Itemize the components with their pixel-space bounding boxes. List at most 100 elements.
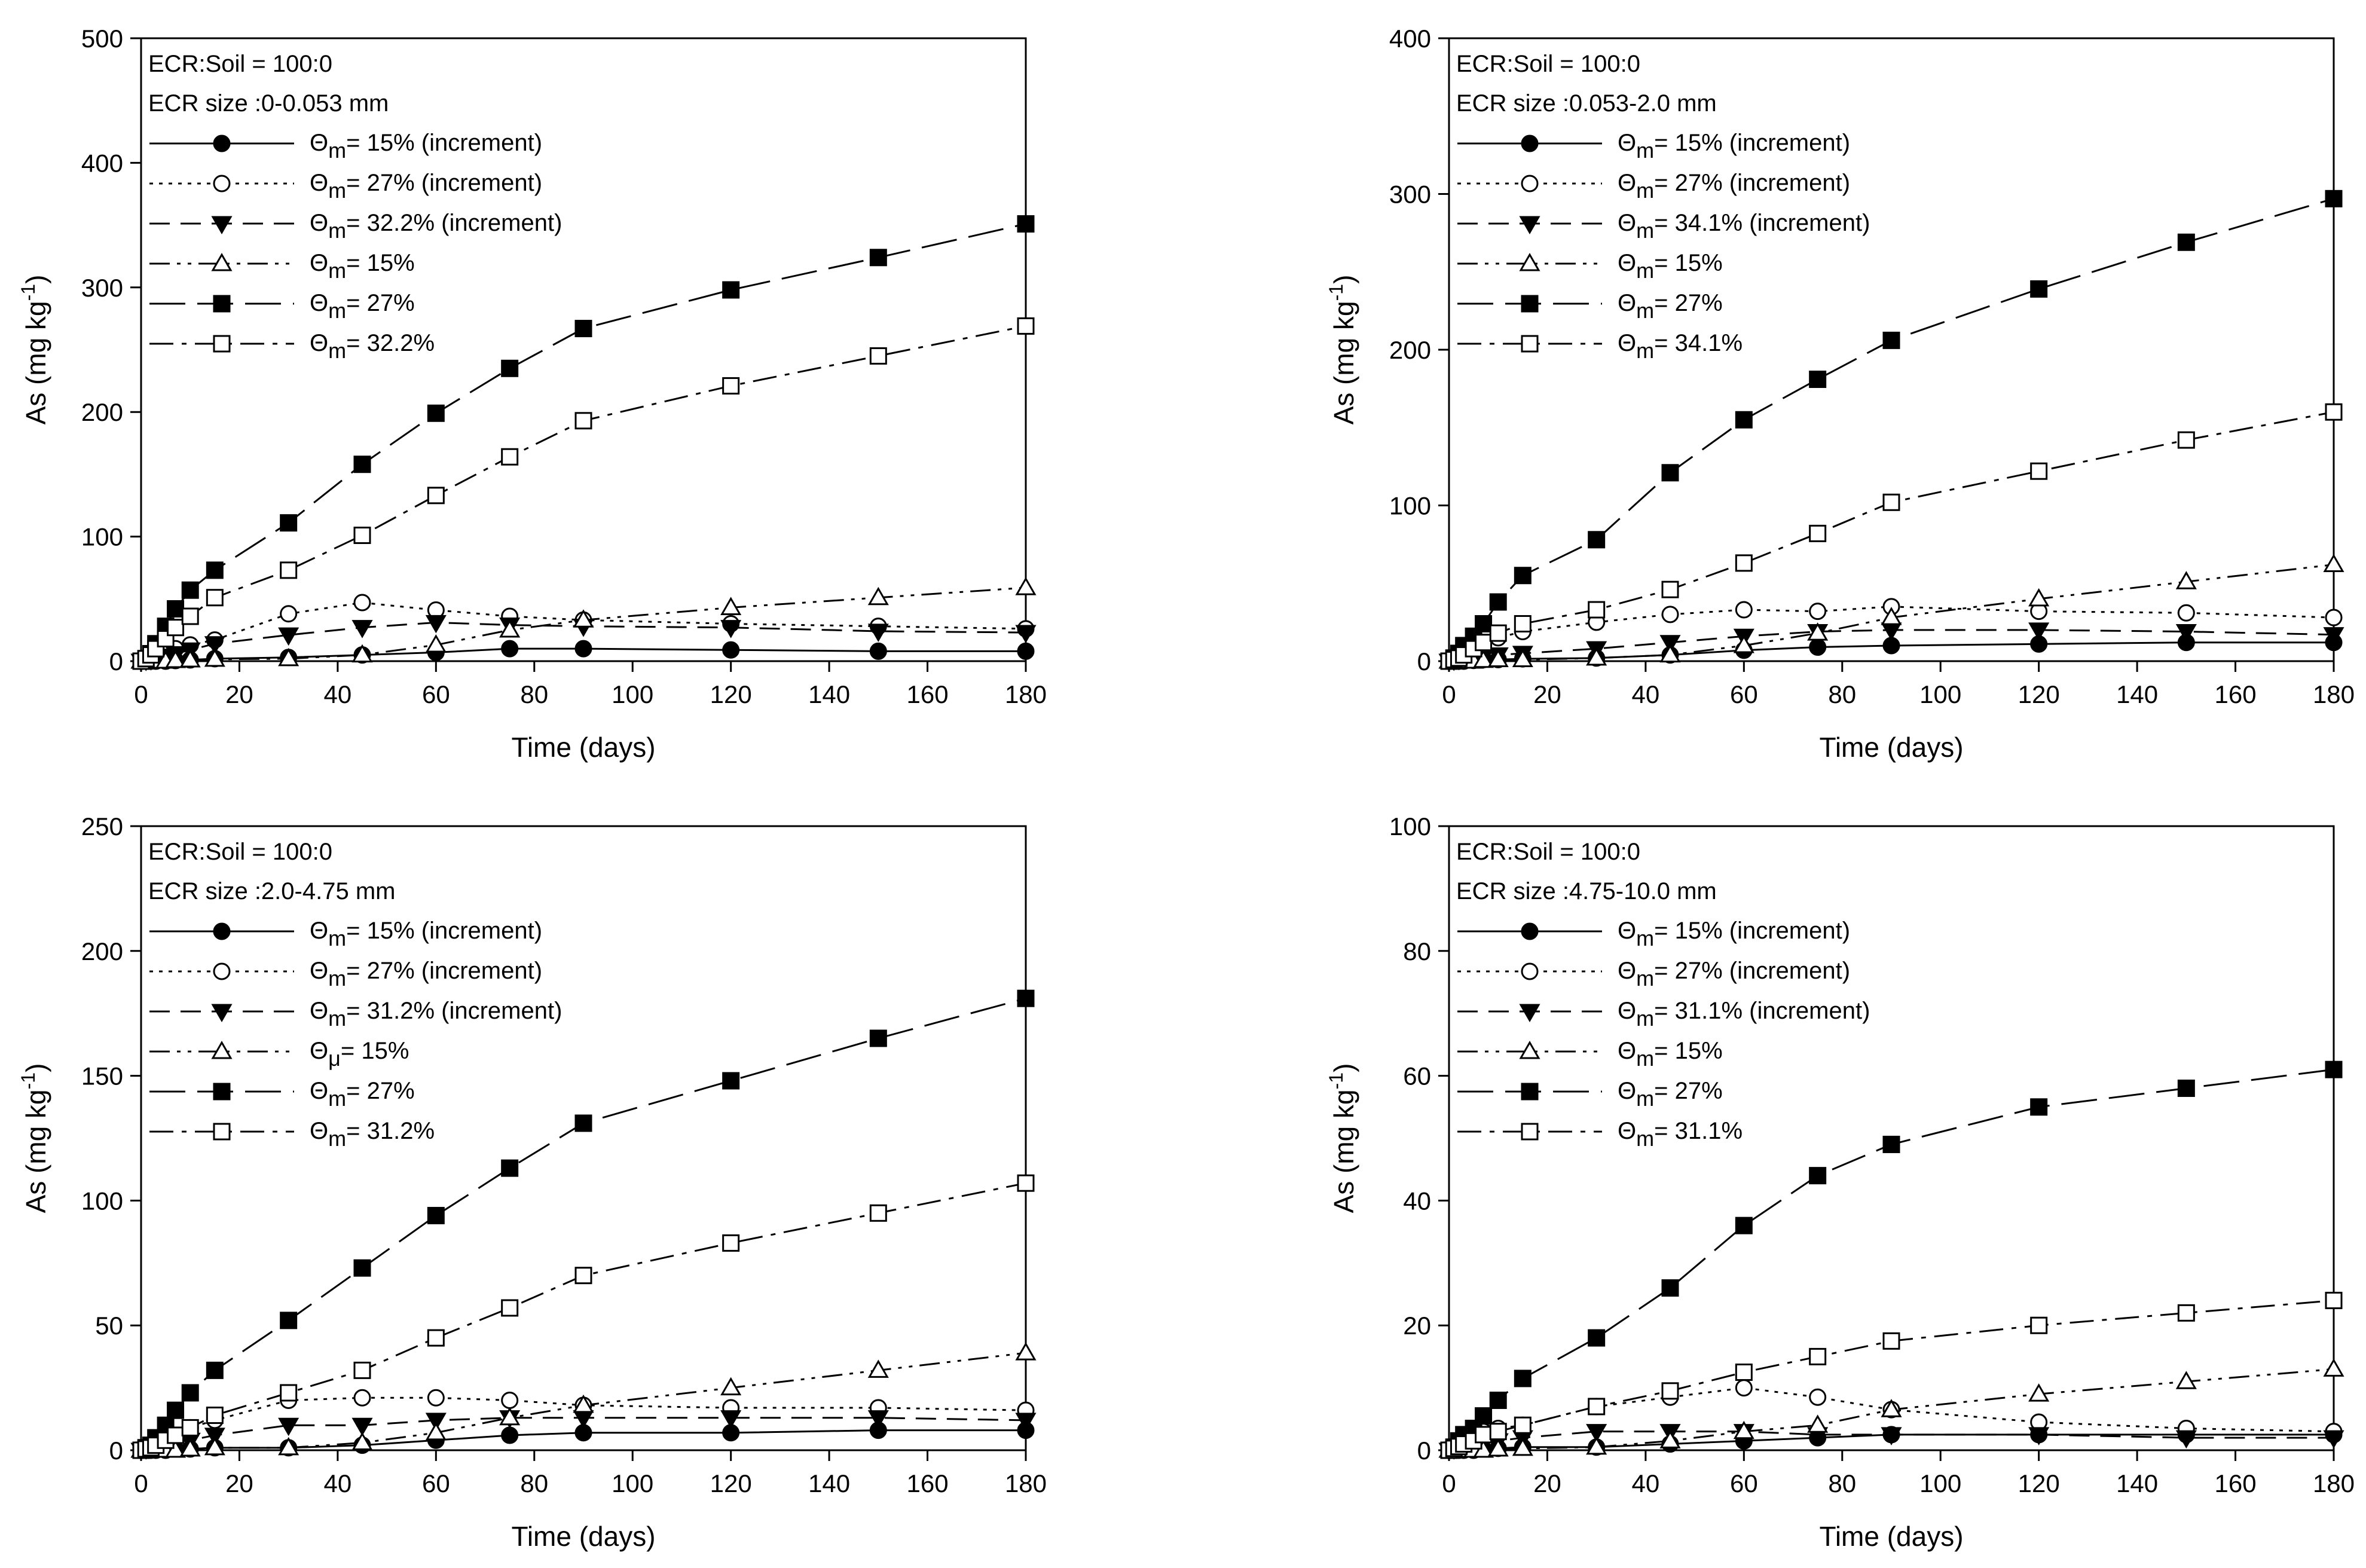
- legend-marker: [211, 1041, 233, 1059]
- legend-text: = 15% (increment): [1654, 130, 1850, 156]
- data-point: [353, 1389, 371, 1407]
- y-axis-label-close: ): [1328, 1063, 1359, 1072]
- data-point: [425, 615, 447, 634]
- data-point: [499, 619, 521, 638]
- x-tick-label: 100: [612, 1469, 653, 1497]
- data-point: [501, 1391, 519, 1409]
- legend-text: = 15% (increment): [346, 918, 542, 944]
- legend-subscript: m: [328, 258, 346, 283]
- data-point: [425, 1413, 447, 1431]
- data-point: [573, 1394, 594, 1413]
- data-point: [1588, 1329, 1606, 1347]
- legend-subscript: m: [328, 1006, 346, 1031]
- x-tick-label: 180: [1005, 1469, 1047, 1497]
- data-point: [1475, 615, 1493, 632]
- data-point: [280, 561, 298, 579]
- legend-entry-5: Θm= 27%: [1457, 290, 1723, 323]
- data-point: [206, 589, 224, 607]
- legend-label: Θm= 32.2% (increment): [310, 210, 562, 243]
- data-point: [1735, 1364, 1753, 1381]
- data-point: [2177, 233, 2195, 251]
- data-point: [2030, 1098, 2048, 1116]
- legend-label: Θm= 15% (increment): [1618, 918, 1850, 950]
- data-point: [2175, 623, 2197, 643]
- legend-label: Θm= 32.2%: [310, 330, 435, 363]
- data-point: [351, 1432, 373, 1451]
- data-point: [869, 1029, 887, 1047]
- legend-marker: [1521, 175, 1539, 192]
- plot-frame: [1448, 37, 2335, 662]
- legend-label: Θm= 15% (increment): [1618, 130, 1850, 163]
- y-axis-label-exponent: -1: [17, 284, 39, 301]
- data-point: [1588, 531, 1606, 549]
- y-tick-label: 250: [81, 812, 123, 840]
- data-point: [1489, 1391, 1507, 1409]
- legend-entry-2: Θm= 27% (increment): [149, 170, 542, 203]
- data-point: [278, 1417, 299, 1436]
- data-point: [2028, 588, 2050, 607]
- data-point: [2177, 431, 2195, 449]
- x-tick-label: 120: [2018, 1469, 2060, 1497]
- data-point: [1017, 642, 1035, 660]
- plot-frame: [140, 825, 1027, 1451]
- data-point: [720, 620, 742, 638]
- y-tick-label: 400: [1389, 25, 1431, 53]
- x-tick-label: 40: [1632, 680, 1660, 708]
- data-point: [1015, 577, 1037, 595]
- data-point: [722, 281, 740, 299]
- legend-subscript: m: [328, 338, 346, 363]
- x-axis-label: Time (days): [511, 732, 655, 763]
- annotation-1: ECR:Soil = 100:0: [148, 51, 332, 77]
- legend-marker: [1521, 922, 1539, 940]
- legend-marker: [1521, 135, 1539, 152]
- data-point: [2175, 1430, 2197, 1449]
- annotation-2: ECR size :0-0.053 mm: [148, 90, 389, 117]
- legend-text: = 34.1%: [1654, 330, 1743, 356]
- data-point: [869, 1204, 887, 1222]
- legend-entry-4: Θμ= 15%: [149, 1038, 409, 1071]
- chart-panel-4: 0 20 40 60 80 100 120 140 160 180 0 20 40 60 80 100 Time…: [1325, 812, 2355, 1552]
- data-point: [867, 1410, 889, 1429]
- data-point: [1015, 1413, 1037, 1431]
- annotation-2: ECR size :2.0-4.75 mm: [148, 878, 395, 904]
- legend-subscript: m: [328, 966, 346, 991]
- y-tick-label: 0: [109, 647, 123, 676]
- series-line-5: [140, 997, 1026, 1451]
- data-point: [2325, 189, 2343, 207]
- data-point: [157, 629, 175, 647]
- legend-entry-1: Θm= 15% (increment): [149, 130, 542, 163]
- data-point: [1881, 607, 1902, 625]
- y-tick-label: 20: [1403, 1312, 1431, 1340]
- data-point: [1882, 1135, 1900, 1153]
- legend-subscript: m: [1636, 258, 1654, 283]
- data-point: [2175, 571, 2197, 589]
- y-tick-label: 100: [1389, 492, 1431, 520]
- legend-subscript: m: [1636, 966, 1654, 991]
- legend-marker: [213, 295, 231, 313]
- legend-label: Θm= 27%: [1618, 1078, 1723, 1111]
- data-point: [1735, 554, 1753, 572]
- legend-marker: [211, 216, 233, 234]
- data-point: [1473, 649, 1494, 668]
- x-tick-label: 180: [2313, 680, 2355, 708]
- legend-marker: [213, 135, 231, 152]
- x-axis-label: Time (days): [1819, 732, 1963, 763]
- legend-text: = 15% (increment): [346, 130, 542, 156]
- data-point: [1514, 615, 1532, 632]
- legend-subscript: m: [328, 218, 346, 243]
- data-point: [1489, 1423, 1507, 1441]
- data-point: [1733, 634, 1754, 653]
- legend-label: Θm= 31.1% (increment): [1618, 998, 1870, 1031]
- legend-text: = 31.2% (increment): [346, 998, 562, 1024]
- y-axis-label-close: ): [1328, 275, 1359, 284]
- legend-subscript: m: [328, 298, 346, 323]
- legend-text: = 31.1%: [1654, 1118, 1743, 1144]
- chart-panel-1: 0 20 40 60 80 100 120 140 160 180 0 100 200 300 400 500…: [17, 25, 1047, 763]
- data-point: [167, 600, 185, 618]
- legend-entry-2: Θm= 27% (increment): [1457, 170, 1850, 203]
- data-point: [351, 1417, 373, 1436]
- data-point: [1809, 603, 1827, 621]
- data-point: [1487, 1438, 1509, 1457]
- x-tick-label: 160: [2215, 1469, 2257, 1497]
